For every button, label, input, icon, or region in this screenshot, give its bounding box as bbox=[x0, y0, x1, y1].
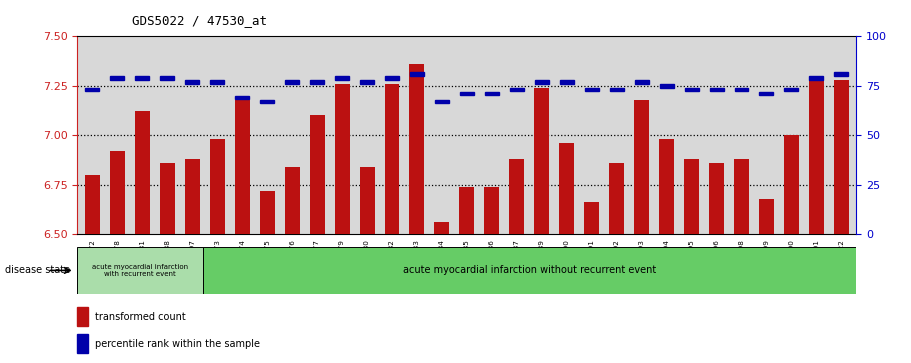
Bar bbox=[809, 80, 824, 234]
Bar bbox=[534, 88, 549, 234]
Text: transformed count: transformed count bbox=[95, 311, 185, 322]
Bar bbox=[110, 76, 125, 79]
Bar bbox=[77, 334, 87, 353]
Bar bbox=[634, 99, 650, 234]
Bar bbox=[77, 307, 87, 326]
Bar bbox=[584, 203, 599, 234]
Bar bbox=[185, 80, 200, 83]
Bar bbox=[409, 64, 425, 234]
Bar bbox=[684, 159, 699, 234]
Bar bbox=[660, 84, 673, 87]
Bar bbox=[834, 80, 849, 234]
Bar bbox=[335, 76, 349, 79]
Bar bbox=[334, 84, 350, 234]
Text: percentile rank within the sample: percentile rank within the sample bbox=[95, 339, 260, 349]
Bar bbox=[635, 80, 649, 83]
Bar bbox=[159, 163, 175, 234]
Bar bbox=[485, 187, 499, 234]
Bar bbox=[235, 99, 250, 234]
Text: acute myocardial infarction
with recurrent event: acute myocardial infarction with recurre… bbox=[92, 264, 189, 277]
Bar bbox=[734, 159, 749, 234]
Bar bbox=[410, 72, 424, 76]
Bar bbox=[284, 167, 300, 234]
Bar bbox=[609, 163, 624, 234]
Bar bbox=[660, 139, 674, 234]
Bar bbox=[310, 80, 324, 83]
Bar bbox=[509, 159, 525, 234]
Bar bbox=[585, 88, 599, 91]
Bar bbox=[110, 151, 125, 234]
Bar bbox=[710, 88, 723, 91]
FancyBboxPatch shape bbox=[77, 247, 203, 294]
Bar bbox=[759, 199, 774, 234]
Bar bbox=[261, 100, 274, 103]
Bar bbox=[485, 92, 499, 95]
Bar bbox=[784, 135, 799, 234]
Bar bbox=[136, 76, 149, 79]
Text: disease state: disease state bbox=[5, 265, 69, 276]
Bar bbox=[85, 175, 100, 234]
Bar bbox=[784, 88, 798, 91]
Bar bbox=[709, 163, 724, 234]
Bar bbox=[535, 80, 548, 83]
Bar bbox=[684, 88, 699, 91]
Bar bbox=[210, 80, 224, 83]
Bar bbox=[285, 80, 299, 83]
Bar bbox=[185, 159, 200, 234]
FancyBboxPatch shape bbox=[203, 247, 856, 294]
Bar bbox=[86, 88, 99, 91]
Bar bbox=[384, 84, 400, 234]
Bar bbox=[609, 88, 624, 91]
Bar bbox=[260, 191, 274, 234]
Bar bbox=[360, 167, 374, 234]
Bar bbox=[210, 139, 225, 234]
Bar bbox=[135, 111, 149, 234]
Bar bbox=[734, 88, 749, 91]
Text: acute myocardial infarction without recurrent event: acute myocardial infarction without recu… bbox=[403, 265, 656, 276]
Bar bbox=[809, 76, 824, 79]
Bar bbox=[559, 143, 574, 234]
Bar bbox=[460, 92, 474, 95]
Bar bbox=[510, 88, 524, 91]
Text: GDS5022 / 47530_at: GDS5022 / 47530_at bbox=[132, 15, 267, 28]
Bar bbox=[559, 80, 574, 83]
Bar bbox=[435, 222, 449, 234]
Bar bbox=[310, 115, 324, 234]
Bar bbox=[760, 92, 773, 95]
Bar bbox=[834, 72, 848, 76]
Bar bbox=[360, 80, 374, 83]
Bar bbox=[385, 76, 399, 79]
Bar bbox=[435, 100, 449, 103]
Bar bbox=[235, 96, 250, 99]
Bar bbox=[160, 76, 174, 79]
Bar bbox=[459, 187, 475, 234]
